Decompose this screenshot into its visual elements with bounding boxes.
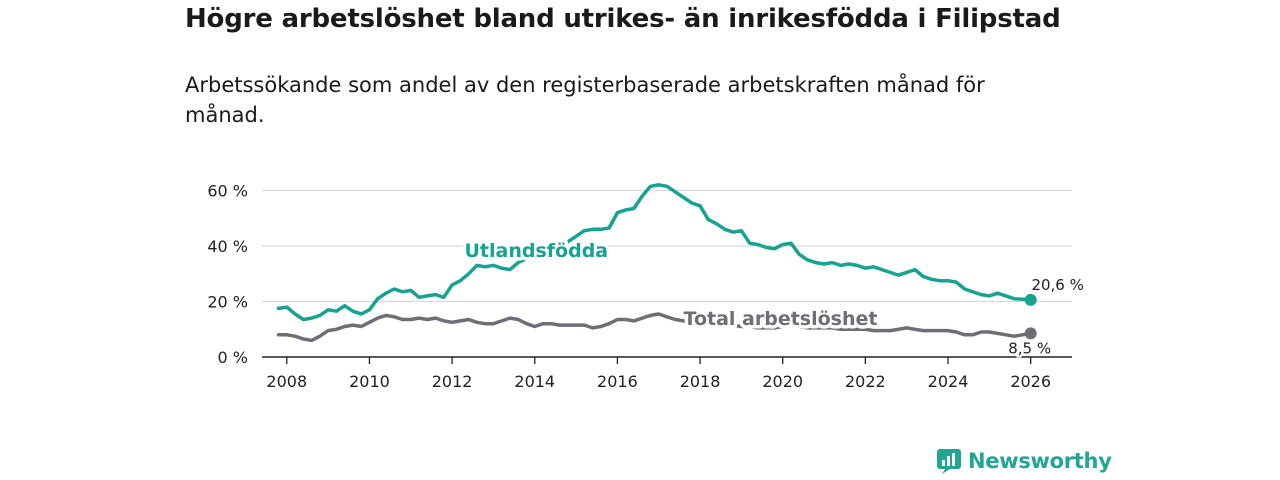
x-tick-label: 2012 [432,372,473,391]
chart-subtitle: Arbetssökande som andel av den registerb… [185,73,985,127]
series-label-total: Total arbetslöshet [684,308,878,330]
x-tick-label: 2024 [928,372,969,391]
x-tick-label: 2008 [266,372,307,391]
x-tick-label: 2018 [680,372,721,391]
x-tick-label: 2014 [514,372,555,391]
chart-title: Högre arbetslöshet bland utrikes- än inr… [185,4,1061,34]
end-point-utlandsfodda [1024,293,1037,306]
x-tick-label: 2010 [349,372,390,391]
brand-name: Newsworthy [968,449,1112,473]
x-tick-label: 2022 [845,372,886,391]
end-label-total: 8,5 % [1008,339,1051,357]
x-tick-label: 2016 [597,372,638,391]
end-point-total [1024,327,1037,340]
x-tick-label: 2020 [762,372,803,391]
y-tick-label: 20 % [207,293,248,312]
newsworthy-logo: Newsworthy [936,448,1112,474]
y-tick-label: 40 % [207,237,248,256]
series-line-utlandsfodda [276,183,1033,322]
y-tick-label: 60 % [207,182,248,201]
series-label-utlandsfodda: Utlandsfödda [465,240,609,262]
series-line-total [276,312,1033,343]
y-tick-label: 0 % [218,348,248,367]
end-label-utlandsfodda: 20,6 % [1031,276,1083,294]
x-tick-label: 2026 [1010,372,1051,391]
newsworthy-icon [937,449,961,474]
